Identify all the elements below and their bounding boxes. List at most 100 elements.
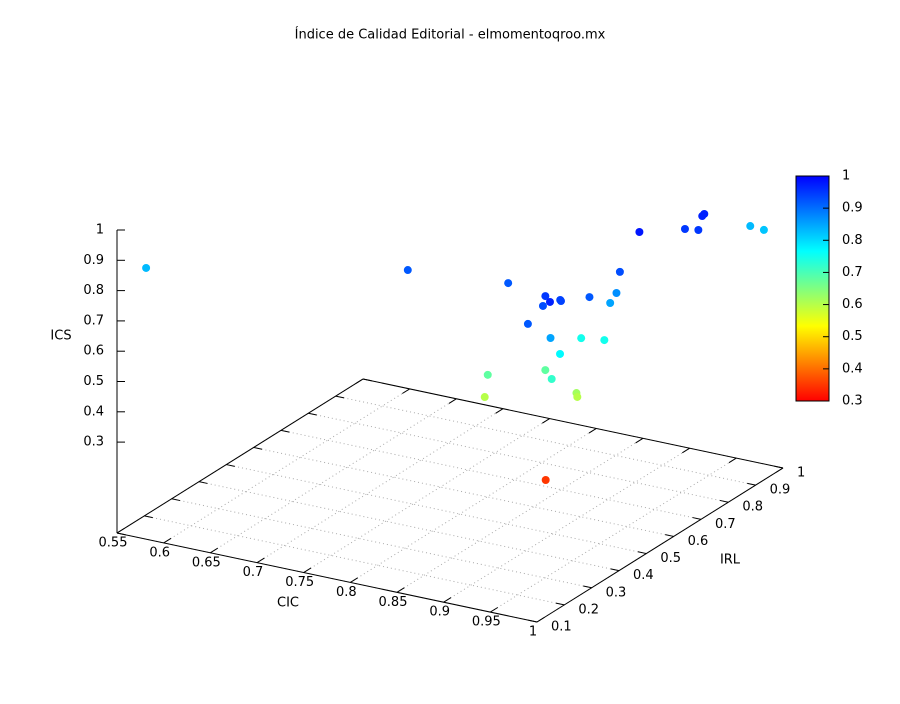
- x-tick: [728, 457, 737, 464]
- y-tick-label: 0.2: [578, 602, 599, 617]
- grid-line: [396, 437, 644, 593]
- data-point: [694, 226, 703, 235]
- data-point: [546, 333, 555, 342]
- x-tick: [350, 577, 358, 583]
- data-point: [556, 349, 565, 358]
- y-tick: [692, 517, 702, 520]
- x-tick-label: 1: [529, 625, 537, 640]
- data-point: [615, 267, 624, 276]
- x-tick: [303, 567, 312, 573]
- colorbar-tick-label: 0.6: [842, 297, 863, 312]
- colorbar-tick-label: 0.4: [842, 361, 863, 376]
- x-tick: [116, 527, 125, 534]
- colorbar: [795, 175, 830, 402]
- colorbar-tick-label: 1: [842, 169, 850, 184]
- x-tick: [775, 467, 784, 474]
- x-tick-label: 0.55: [99, 536, 128, 551]
- x-tick-label: 0.95: [472, 615, 501, 630]
- data-point: [635, 228, 644, 237]
- x-tick-label: 0.75: [285, 575, 314, 590]
- x-tick-label: 0.7: [243, 565, 264, 580]
- x-tick: [588, 428, 597, 434]
- x-tick: [402, 388, 410, 394]
- x-tick: [542, 418, 550, 424]
- data-point: [606, 299, 615, 308]
- y-tick: [637, 551, 647, 555]
- y-tick: [308, 412, 317, 416]
- x-tick: [396, 587, 405, 593]
- y-tick-label: 0.1: [551, 620, 572, 635]
- grid-line: [490, 457, 737, 613]
- x-tick: [443, 597, 452, 603]
- y-tick: [144, 515, 153, 519]
- data-point: [612, 289, 621, 298]
- x-tick-label: 0.65: [192, 555, 221, 570]
- z-tick-label: 0.7: [83, 313, 104, 328]
- y-tick: [747, 482, 756, 486]
- y-axis-label: IRL: [720, 553, 741, 568]
- z-tick-label: 0.4: [83, 404, 104, 419]
- y-tick-label: 1: [797, 466, 805, 481]
- y-tick-label: 0.5: [660, 551, 681, 566]
- axis-line: [116, 532, 538, 623]
- x-tick-label: 0.6: [149, 545, 170, 560]
- grid-line: [163, 388, 410, 544]
- data-point: [700, 209, 709, 218]
- data-point: [759, 225, 768, 234]
- x-tick-label: 0.8: [336, 585, 357, 600]
- x-tick: [210, 547, 218, 554]
- y-tick-label: 0.6: [688, 534, 709, 549]
- z-tick-label: 0.9: [83, 253, 104, 268]
- y-tick: [253, 446, 263, 450]
- y-tick: [583, 585, 592, 589]
- grid-line: [350, 428, 597, 583]
- grid-line: [303, 418, 550, 573]
- data-point: [142, 263, 151, 272]
- y-tick: [528, 619, 538, 623]
- y-tick: [610, 568, 620, 572]
- data-point: [746, 222, 755, 231]
- data-point: [541, 292, 550, 301]
- y-tick: [171, 498, 181, 502]
- axis-line: [536, 467, 784, 623]
- y-tick: [665, 534, 674, 537]
- x-tick: [536, 616, 545, 623]
- x-tick: [495, 408, 504, 414]
- axis-line: [116, 378, 364, 534]
- data-point: [585, 293, 594, 302]
- data-point: [523, 319, 532, 328]
- z-tick-label: 0.3: [83, 435, 104, 450]
- y-tick: [335, 395, 345, 399]
- y-tick: [116, 532, 126, 536]
- y-tick-label: 0.4: [633, 568, 654, 583]
- z-axis-label: ICS: [50, 329, 71, 344]
- data-point: [483, 370, 492, 379]
- axis-line: [362, 378, 784, 469]
- x-tick-label: 0.9: [429, 605, 450, 620]
- grid-line: [256, 408, 504, 564]
- data-point: [577, 334, 586, 343]
- data-point: [480, 393, 489, 402]
- x-tick: [682, 447, 690, 454]
- data-point: [557, 297, 565, 306]
- x-tick: [448, 398, 457, 404]
- data-point: [547, 375, 556, 384]
- z-tick-label: 0.6: [83, 344, 104, 359]
- colorbar-tick-label: 0.8: [842, 233, 863, 248]
- colorbar-tick-label: 0.3: [842, 394, 863, 409]
- z-tick-label: 1: [96, 223, 104, 238]
- data-point: [680, 225, 689, 234]
- colorbar-tick-label: 0.9: [842, 201, 863, 216]
- colorbar-tick-label: 0.5: [842, 329, 863, 344]
- x-tick: [355, 378, 364, 385]
- data-point: [541, 476, 550, 485]
- z-tick-label: 0.8: [83, 283, 104, 298]
- x-tick: [490, 607, 498, 613]
- y-tick-label: 0.3: [606, 585, 627, 600]
- data-point: [403, 266, 412, 275]
- x-tick-label: 0.85: [379, 595, 408, 610]
- x-tick: [163, 537, 172, 544]
- y-tick: [280, 429, 290, 433]
- chart-title: Índice de Calidad Editorial - elmomentoq…: [295, 27, 606, 43]
